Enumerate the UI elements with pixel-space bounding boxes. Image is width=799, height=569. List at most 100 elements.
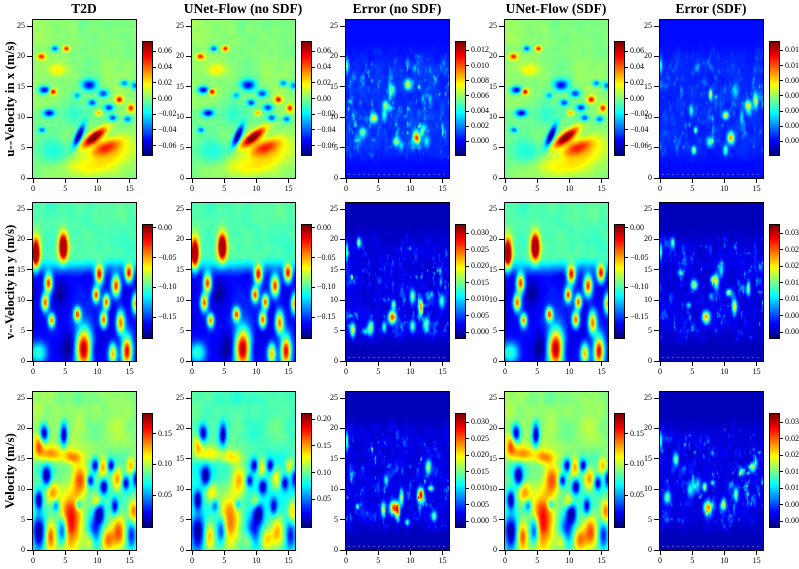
colorbar-tick [466, 298, 469, 300]
y-axis-tick [186, 330, 191, 332]
y-tick-label: 15 [17, 453, 25, 463]
y-tick-label: 5 [21, 514, 25, 524]
x-axis-tick [691, 362, 693, 366]
heatmap-canvas [192, 392, 295, 550]
colorbar-tick [780, 282, 783, 284]
colorbar-tick-label: 0.000 [471, 516, 489, 526]
heatmap-canvas [505, 203, 608, 361]
x-tick-label: 10 [565, 367, 574, 376]
x-axis-tick [96, 551, 98, 555]
y-axis-tick [186, 360, 191, 362]
colorbar-tick [153, 113, 156, 115]
x-axis-tick [691, 551, 693, 555]
colorbar-tick [780, 471, 783, 473]
x-tick-label: 0 [344, 367, 348, 376]
colorbar-tick-label: 0.002 [785, 121, 799, 131]
y-tick-label: 20 [176, 234, 184, 244]
colorbar-tick-label: 0.004 [785, 106, 799, 115]
y-axis-tick [499, 55, 504, 57]
x-tick-label: 0 [190, 184, 194, 193]
y-tick-label: 10 [644, 295, 652, 305]
x-axis-tick [32, 362, 34, 366]
y-axis-tick [27, 269, 32, 271]
x-tick-label: 5 [376, 184, 381, 193]
colorbar-tick-label: −0.15 [317, 312, 336, 322]
colorbar-tick [780, 95, 783, 97]
x-tick-label: 15 [284, 367, 293, 376]
y-axis-tick [27, 147, 32, 149]
colorbar-tick [625, 286, 628, 288]
colorbar-tick [466, 80, 469, 82]
x-tick-label: 5 [376, 367, 381, 376]
x-axis-tick [96, 179, 98, 183]
y-axis-tick [340, 86, 345, 88]
x-axis-tick [659, 179, 661, 183]
colorbar-tick-label: 0.030 [471, 228, 489, 238]
colorbar-tick-label: 0.010 [471, 60, 489, 70]
y-tick-label: 15 [176, 81, 184, 91]
colorbar-tick [625, 227, 628, 229]
y-tick-label: 0 [648, 356, 652, 365]
colorbar-tick-label: 0.10 [158, 459, 172, 469]
y-axis-tick [654, 519, 659, 521]
colorbar-tick [312, 227, 315, 229]
colorbar-tick [780, 125, 783, 127]
x-tick-label: 15 [125, 367, 134, 376]
y-tick-label: 0 [334, 545, 338, 554]
x-axis-tick [659, 551, 661, 555]
x-axis-tick [223, 362, 225, 366]
x-tick-label: 0 [658, 556, 662, 565]
colorbar-tick [312, 316, 315, 318]
colorbar-tick-label: −0.04 [158, 124, 177, 134]
y-axis-tick [340, 299, 345, 301]
colorbar-tick-label: 0.020 [785, 261, 799, 271]
heatmap-canvas [192, 20, 295, 178]
colorbar-tick [780, 110, 783, 112]
x-tick-label: 10 [252, 556, 261, 565]
colorbar-canvas [302, 42, 311, 155]
panel-r2c1 [32, 202, 137, 362]
y-tick-label: 20 [176, 51, 184, 61]
y-tick-label: 10 [644, 112, 652, 122]
panel-r1c3 [345, 19, 450, 179]
colorbar-tick [312, 98, 315, 99]
y-tick-label: 0 [648, 173, 652, 182]
colorbar-tick [780, 421, 783, 423]
x-axis-tick [601, 551, 603, 555]
y-axis-tick [499, 488, 504, 490]
y-tick-label: 15 [644, 81, 652, 91]
x-tick-label: 5 [535, 367, 540, 376]
x-tick-label: 10 [406, 184, 415, 193]
x-tick-label: 10 [252, 367, 261, 376]
x-tick-label: 10 [720, 556, 729, 565]
y-tick-label: 25 [176, 21, 184, 31]
x-axis-tick [345, 362, 347, 366]
panel-r1c5 [659, 19, 764, 179]
x-axis-tick [568, 551, 570, 555]
y-tick-label: 25 [330, 393, 338, 403]
colorbar-tick-label: −0.04 [630, 124, 649, 134]
x-axis-tick [255, 362, 257, 366]
y-axis-tick [340, 360, 345, 362]
y-tick-label: 20 [330, 51, 338, 61]
y-tick-label: 5 [180, 514, 184, 524]
colorbar-tick-label: 0.025 [471, 433, 489, 443]
x-axis-tick [129, 551, 131, 555]
y-tick-label: 15 [644, 264, 652, 274]
x-axis-tick [191, 179, 193, 183]
y-tick-label: 25 [176, 204, 184, 214]
colorbar-tick-label: 0.05 [630, 490, 644, 500]
panel-r3c5 [659, 391, 764, 551]
panel-r3c4 [504, 391, 609, 551]
x-tick-label: 0 [190, 367, 194, 376]
column-title-t2d: T2D [71, 1, 97, 16]
y-axis-tick [340, 488, 345, 490]
colorbar-panel-r2c4 [614, 224, 625, 339]
x-tick-label: 10 [720, 184, 729, 193]
y-tick-label: 5 [648, 514, 652, 524]
colorbar-tick-label: 0.006 [471, 90, 489, 100]
x-tick-label: 5 [376, 556, 381, 565]
x-axis-tick [288, 551, 290, 555]
y-axis-tick [27, 397, 32, 399]
